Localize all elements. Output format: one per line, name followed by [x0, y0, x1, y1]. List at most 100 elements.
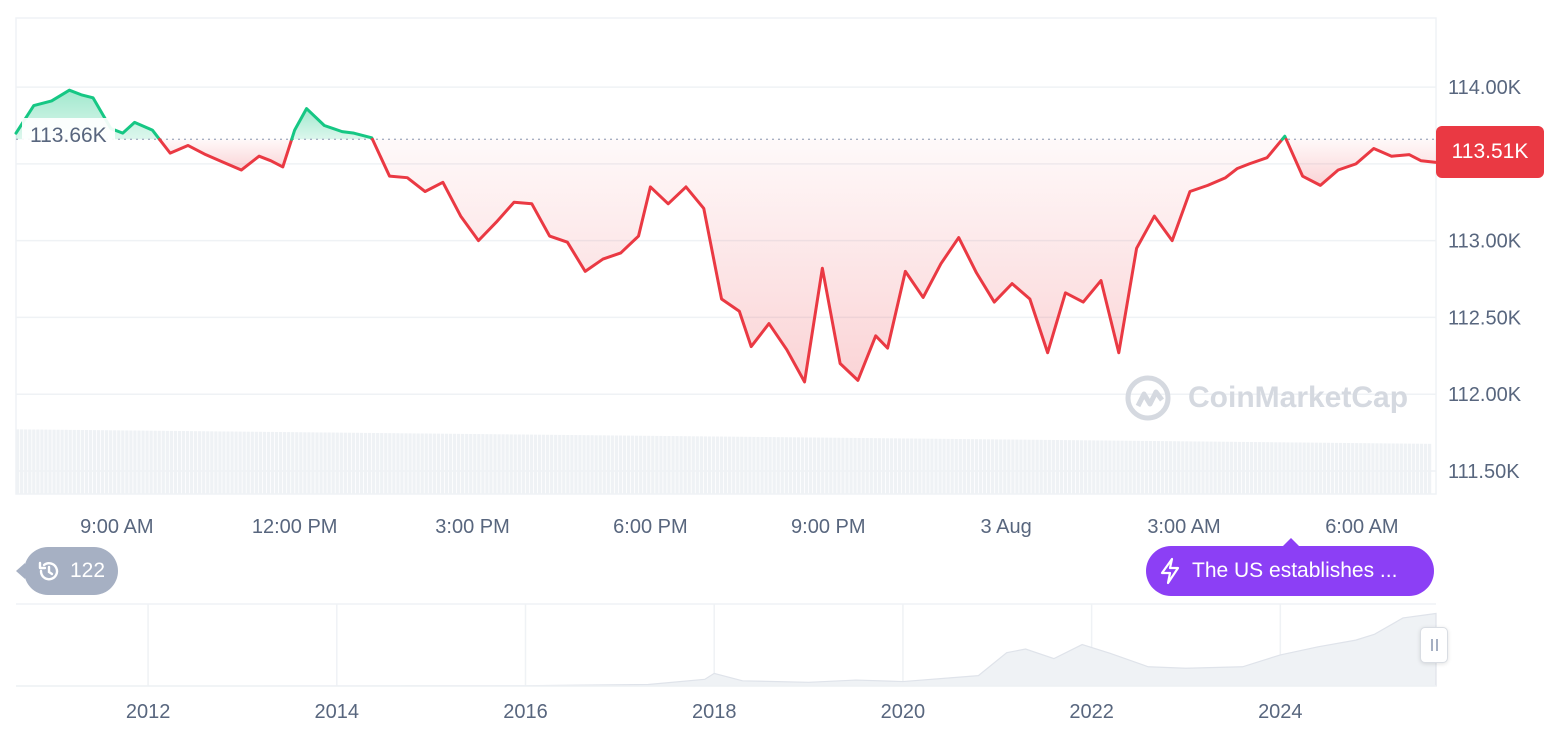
volume-bar [359, 432, 364, 494]
overview-tick-label: 2022 [1069, 701, 1114, 723]
volume-bar [804, 437, 809, 494]
volume-bar [493, 434, 497, 494]
volume-bar [1092, 440, 1096, 494]
volume-bar [1023, 439, 1027, 494]
volume-bar [1027, 439, 1031, 494]
volume-bar [1128, 440, 1132, 494]
y-tick-label: 113.00K [1448, 231, 1522, 253]
volume-bar [481, 434, 485, 494]
volume-bar [291, 432, 295, 494]
volume-bar [295, 432, 299, 494]
volume-bar [1326, 442, 1331, 494]
volume-bar [869, 438, 873, 494]
volume-bar [582, 435, 586, 494]
volume-bar [121, 430, 125, 494]
volume-bar [800, 437, 805, 494]
volume-bar [456, 433, 461, 494]
volume-bar [610, 435, 614, 494]
volume-bar [545, 434, 550, 494]
y-tick-label: 114.00K [1448, 77, 1522, 99]
volume-bar [513, 434, 517, 494]
volume-bar [1055, 440, 1059, 494]
volume-bar [1351, 443, 1355, 494]
volume-bar [1347, 443, 1351, 494]
history-button[interactable]: 122 [16, 547, 118, 595]
volume-bar [1169, 441, 1173, 494]
volume-bar [339, 432, 343, 494]
volume-bar [764, 437, 768, 494]
volume-bar [198, 431, 202, 494]
x-tick-label: 6:00 PM [613, 516, 687, 538]
volume-bar [1217, 441, 1221, 494]
x-tick-label: 3 Aug [981, 516, 1032, 538]
overview-tick-label: 2024 [1258, 701, 1303, 723]
volume-bar [566, 434, 570, 494]
volume-bar [274, 431, 279, 494]
volume-bar [331, 432, 335, 494]
price-line-down [157, 137, 294, 172]
volume-bar [978, 439, 983, 494]
volume-bar [1084, 440, 1088, 494]
volume-bar [744, 436, 748, 494]
volume-bar [813, 437, 817, 494]
volume-bar [1003, 439, 1007, 494]
volume-bar [303, 432, 307, 494]
volume-bar [934, 438, 938, 494]
volume-bar [469, 433, 473, 494]
volume-bar [137, 430, 141, 494]
volume-bar [1035, 439, 1039, 494]
volume-bar [958, 439, 962, 494]
x-tick-label: 9:00 AM [80, 516, 153, 538]
volume-bar [1225, 441, 1229, 494]
volume-bar [647, 435, 651, 494]
volume-bar [1266, 442, 1270, 494]
volume-bar [278, 432, 283, 494]
volume-bar [440, 433, 445, 494]
volume-bar [327, 432, 331, 494]
volume-bar [113, 430, 117, 494]
volume-bar [1043, 439, 1047, 494]
volume-bar [242, 431, 246, 494]
volume-bar [44, 429, 48, 494]
volume-bar [1274, 442, 1278, 494]
news-event-button[interactable]: The US establishes ... [1146, 546, 1434, 596]
x-tick-label: 3:00 PM [435, 516, 509, 538]
volume-bar [505, 434, 509, 494]
volume-bar [1039, 439, 1043, 494]
volume-bar [683, 436, 687, 494]
volume-bar [497, 434, 501, 494]
volume-bar [922, 438, 926, 494]
price-line-down [1284, 137, 1438, 187]
volume-bar [695, 436, 699, 494]
volume-bar [465, 433, 469, 494]
volume-bar [598, 435, 602, 494]
volume-bar [1294, 442, 1298, 494]
volume-bar [728, 436, 732, 494]
volume-bar [424, 433, 428, 494]
volume-bar [586, 435, 590, 494]
volume-bar [643, 435, 647, 494]
y-tick-label: 112.50K [1448, 307, 1522, 329]
volume-bar [28, 429, 32, 494]
volume-bar [970, 439, 975, 494]
volume-bar [1096, 440, 1100, 494]
volume-bar [707, 436, 712, 494]
volume-bar [1063, 440, 1068, 494]
volume-bar [756, 436, 760, 494]
volume-bar [930, 438, 934, 494]
volume-bar [558, 434, 562, 494]
volume-bar [129, 430, 133, 494]
volume-bar [829, 437, 833, 494]
overview-tick-label: 2016 [503, 701, 548, 723]
volume-bar [533, 434, 538, 494]
volume-bar [1100, 440, 1104, 494]
volume-bar [1359, 443, 1363, 494]
area-below-reference [1286, 139, 1436, 186]
volume-bar [428, 433, 432, 494]
volume-bar [173, 430, 178, 494]
range-slider-handle[interactable] [1420, 627, 1448, 663]
volume-bar [655, 435, 659, 494]
volume-bar [396, 433, 400, 494]
